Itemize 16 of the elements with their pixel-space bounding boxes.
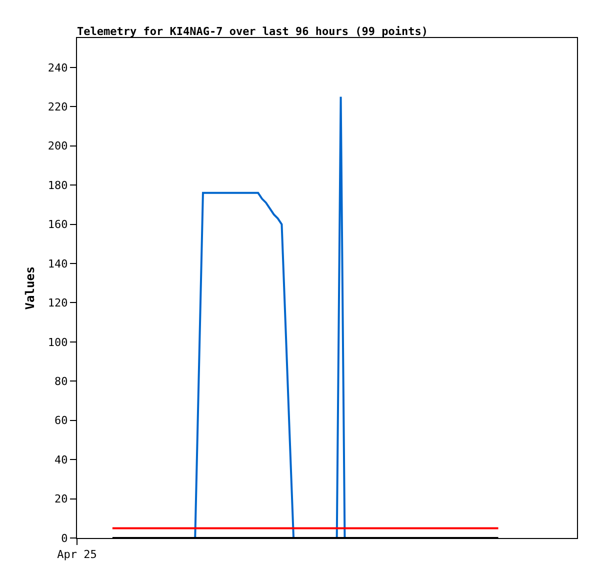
- y-axis-title: Values: [23, 266, 38, 310]
- y-tick-label: 0: [61, 532, 68, 545]
- y-tick-label: 120: [48, 296, 68, 310]
- y-tick-label: 60: [54, 414, 68, 428]
- y-tick-label: 40: [54, 453, 68, 466]
- x-tick-label: Apr 25: [57, 548, 97, 562]
- y-tick-label: 240: [48, 61, 68, 74]
- y-tick-label: 80: [54, 374, 68, 388]
- y-tick-label: 20: [54, 492, 68, 506]
- y-tick-label: 160: [48, 218, 68, 232]
- y-tick-label: 140: [48, 257, 68, 270]
- y-tick-label: 200: [48, 140, 68, 153]
- y-tick-label: 220: [48, 100, 68, 114]
- chart-title: Telemetry for KI4NAG-7 over last 96 hours (99 points): [77, 25, 428, 38]
- y-tick-label: 100: [48, 336, 68, 349]
- y-tick-label: 180: [48, 178, 68, 192]
